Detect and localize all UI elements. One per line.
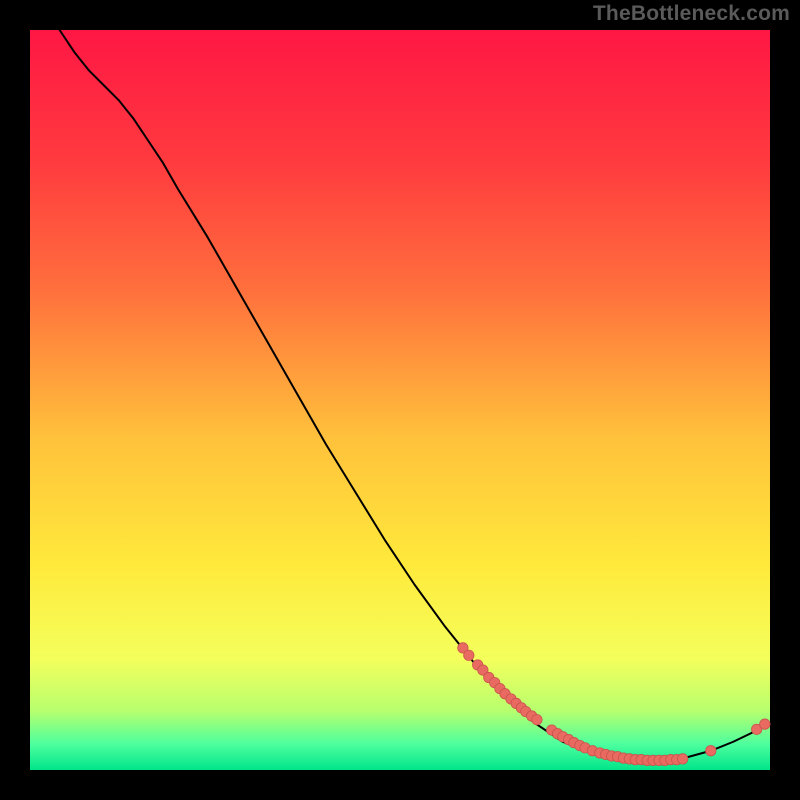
scatter-point xyxy=(532,714,542,724)
gradient-panel xyxy=(30,30,770,770)
scatter-point xyxy=(677,754,687,764)
chart-frame: TheBottleneck.com xyxy=(0,0,800,800)
watermark-text: TheBottleneck.com xyxy=(593,2,790,26)
scatter-point xyxy=(760,719,770,729)
chart-svg xyxy=(0,0,800,800)
scatter-point xyxy=(464,650,474,660)
scatter-point xyxy=(706,746,716,756)
